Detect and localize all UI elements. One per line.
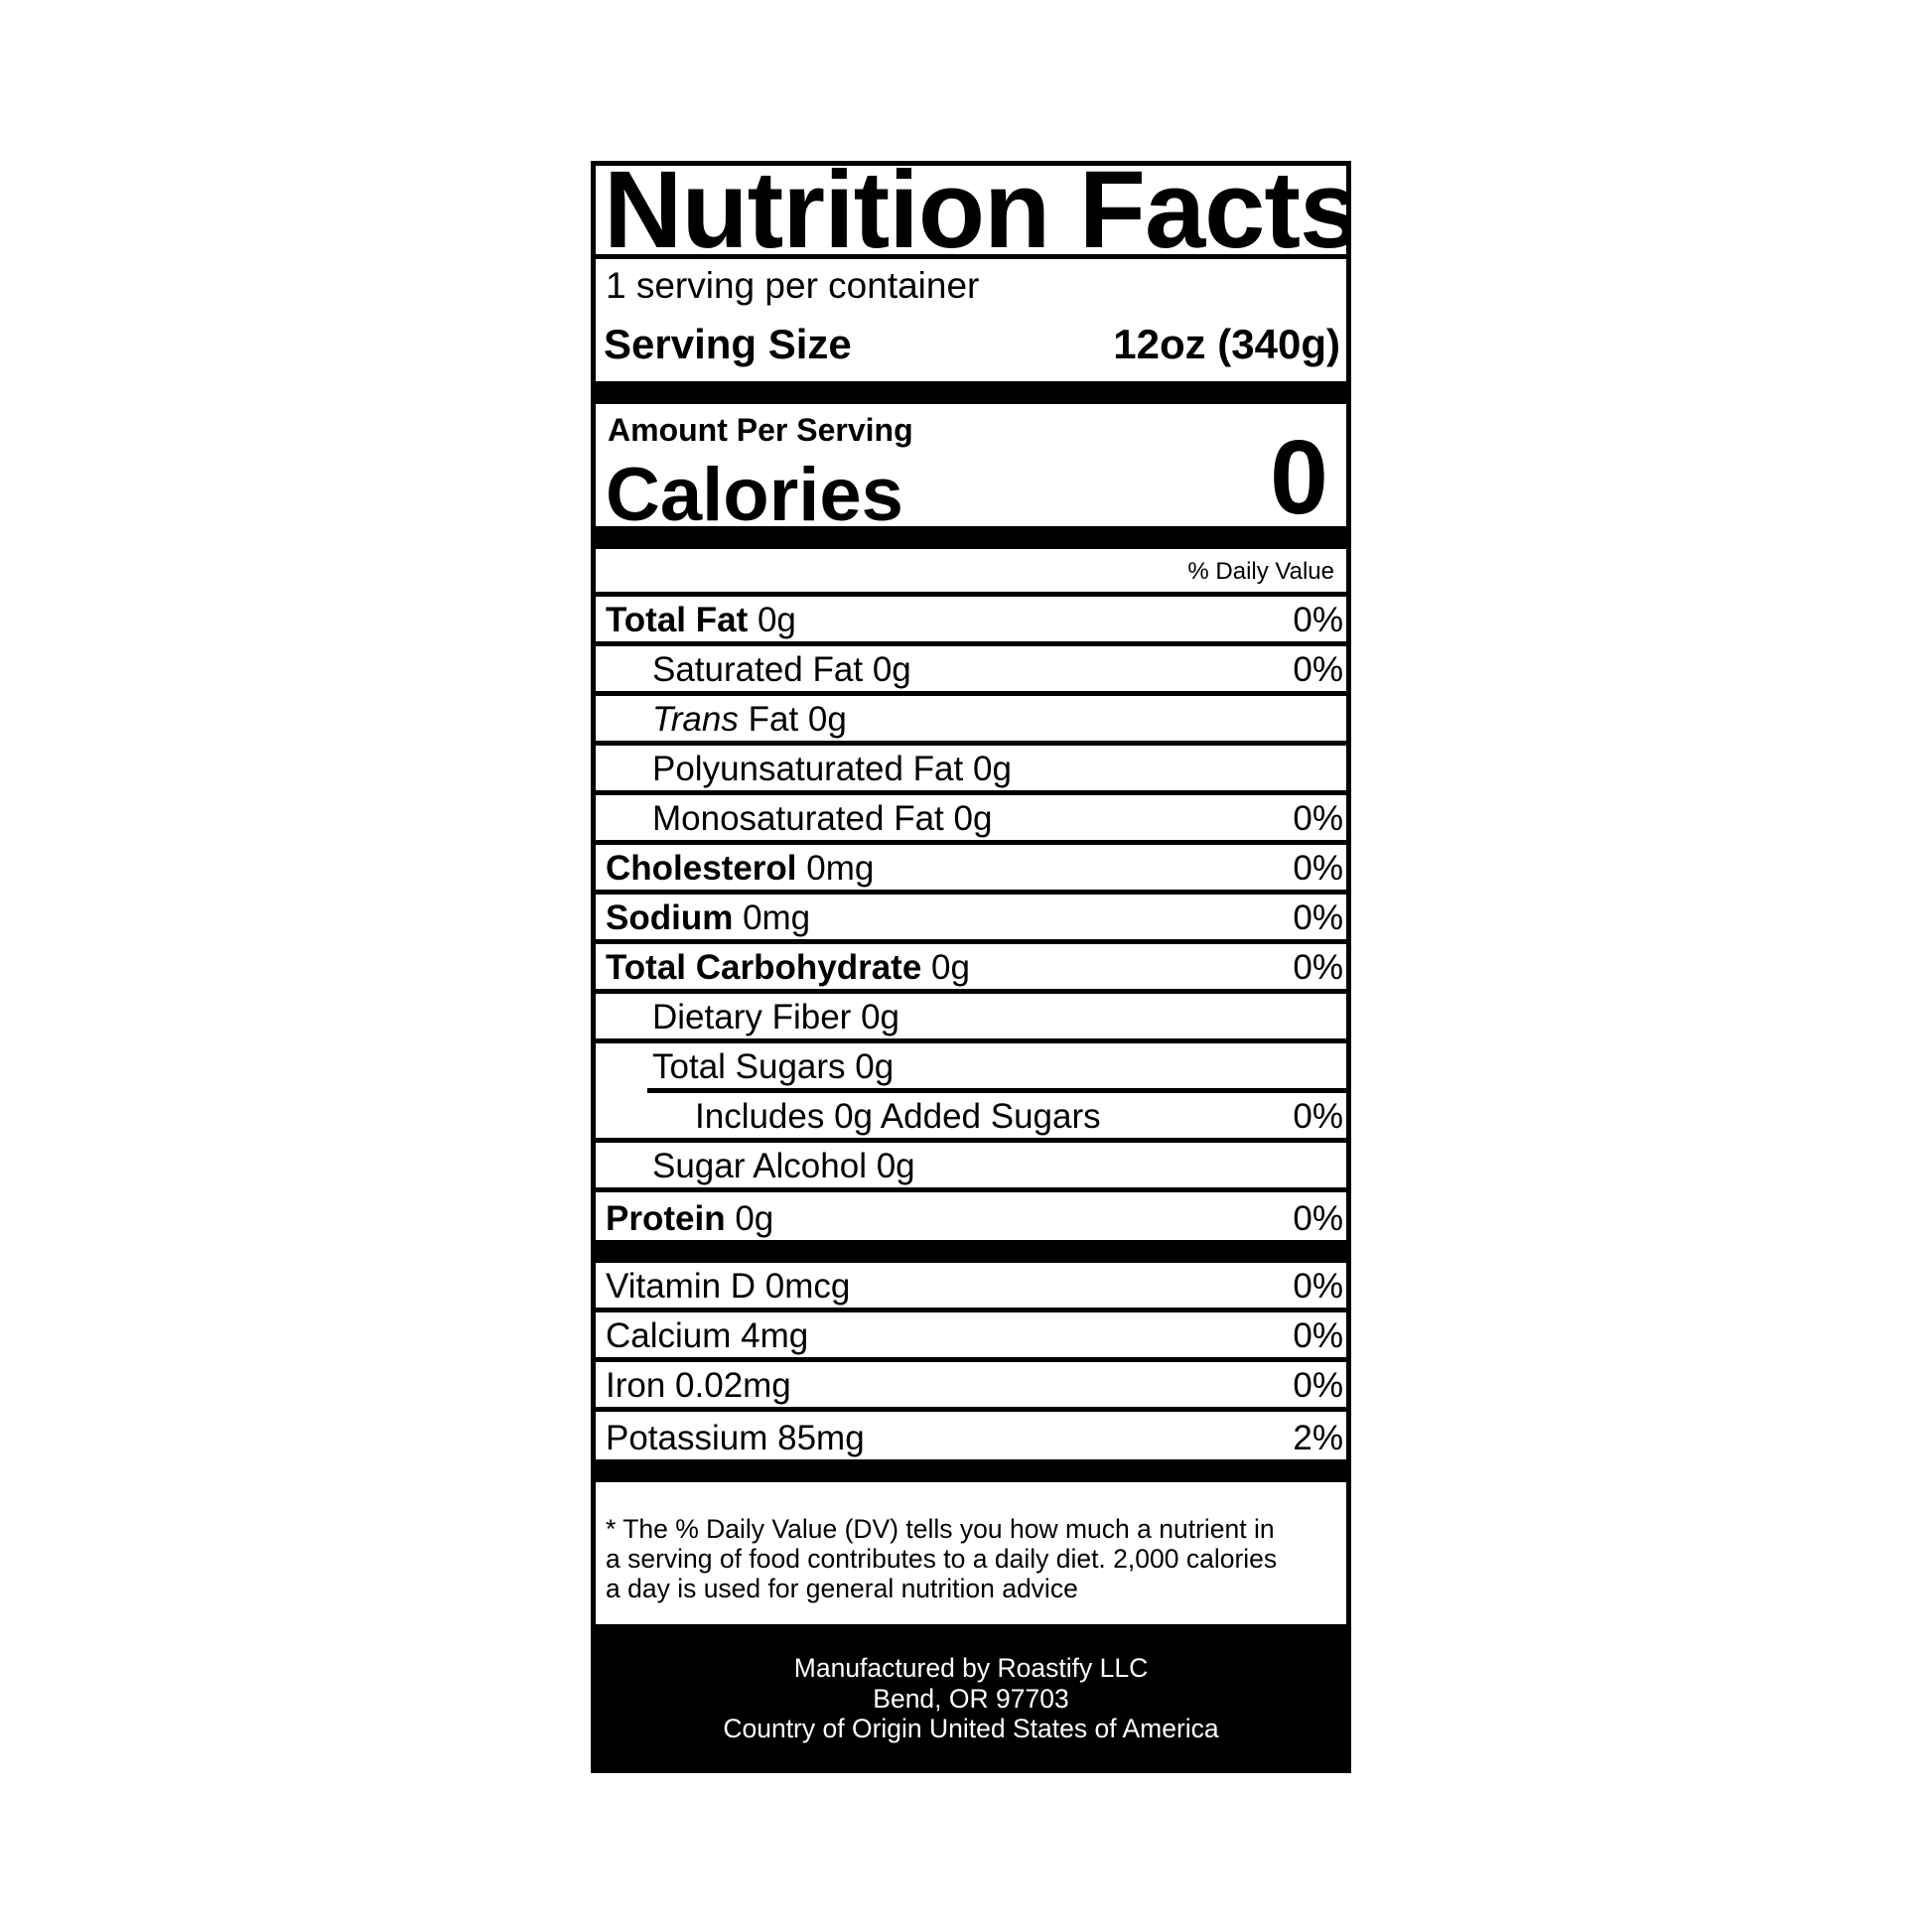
- nutrient-row-total-fat: Total Fat 0g 0%: [596, 597, 1346, 646]
- nutrition-facts-label: Nutrition Facts 1 serving per container …: [591, 161, 1351, 1773]
- daily-value-footnote: * The % Daily Value (DV) tells you how m…: [596, 1482, 1346, 1624]
- daily-value-header: % Daily Value: [596, 549, 1346, 597]
- serving-size-value: 12oz (340g): [1113, 321, 1340, 367]
- thick-divider: [596, 1459, 1346, 1482]
- manufacturer-name: Manufactured by Roastify LLC: [793, 1653, 1149, 1683]
- vitamin-row-iron: Iron 0.02mg 0%: [596, 1362, 1346, 1412]
- nutrient-row-sugar-alcohol: Sugar Alcohol 0g: [596, 1143, 1346, 1192]
- nutrient-row-total-carbohydrate: Total Carbohydrate 0g 0%: [596, 944, 1346, 994]
- label-title: Nutrition Facts: [596, 166, 1346, 259]
- thick-divider: [596, 1240, 1346, 1263]
- vitamin-row-potassium: Potassium 85mg 2%: [606, 1419, 1343, 1457]
- nutrient-row-polyunsaturated-fat: Polyunsaturated Fat 0g: [596, 746, 1346, 795]
- nutrient-row-sodium: Sodium 0mg 0%: [596, 895, 1346, 944]
- nutrient-row-total-sugars: Total Sugars 0g: [596, 1043, 1346, 1093]
- nutrient-row-added-sugars: Includes 0g Added Sugars 0%: [596, 1093, 1346, 1143]
- thick-divider: [596, 526, 1346, 549]
- manufacturer-info: Manufactured by Roastify LLC Bend, OR 97…: [596, 1624, 1346, 1768]
- thick-divider: [596, 381, 1346, 404]
- calories-section: Amount Per Serving Calories 0: [596, 404, 1346, 537]
- footnote-line: a day is used for general nutrition advi…: [606, 1574, 1078, 1603]
- vitamin-row-vitamin-d: Vitamin D 0mcg 0%: [596, 1263, 1346, 1312]
- nutrient-row-trans-fat: Trans Fat 0g: [596, 696, 1346, 746]
- calories-label: Calories: [606, 453, 903, 537]
- vitamin-row-calcium: Calcium 4mg 0%: [596, 1312, 1346, 1362]
- nutrient-row-protein: Protein 0g 0%: [606, 1199, 1343, 1238]
- amount-per-serving: Amount Per Serving: [608, 412, 913, 448]
- nutrient-row-cholesterol: Cholesterol 0mg 0%: [596, 845, 1346, 895]
- calories-value: 0: [1270, 419, 1328, 536]
- country-of-origin: Country of Origin United States of Ameri…: [723, 1714, 1219, 1743]
- serving-section: 1 serving per container Serving Size 12o…: [596, 259, 1346, 381]
- manufacturer-address: Bend, OR 97703: [873, 1683, 1069, 1714]
- servings-per-container: 1 serving per container: [606, 265, 980, 306]
- serving-size-label: Serving Size: [604, 321, 852, 367]
- nutrient-row-monosaturated-fat: Monosaturated Fat 0g 0%: [596, 795, 1346, 845]
- footnote-line: * The % Daily Value (DV) tells you how m…: [606, 1514, 1275, 1544]
- footnote-line: a serving of food contributes to a daily…: [606, 1544, 1278, 1574]
- nutrient-row-dietary-fiber: Dietary Fiber 0g: [596, 994, 1346, 1043]
- nutrient-row-saturated-fat: Saturated Fat 0g 0%: [596, 646, 1346, 696]
